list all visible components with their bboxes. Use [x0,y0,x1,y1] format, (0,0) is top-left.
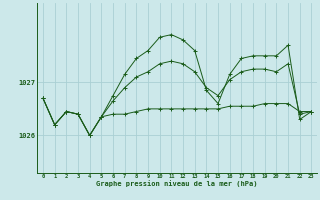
X-axis label: Graphe pression niveau de la mer (hPa): Graphe pression niveau de la mer (hPa) [96,180,258,187]
